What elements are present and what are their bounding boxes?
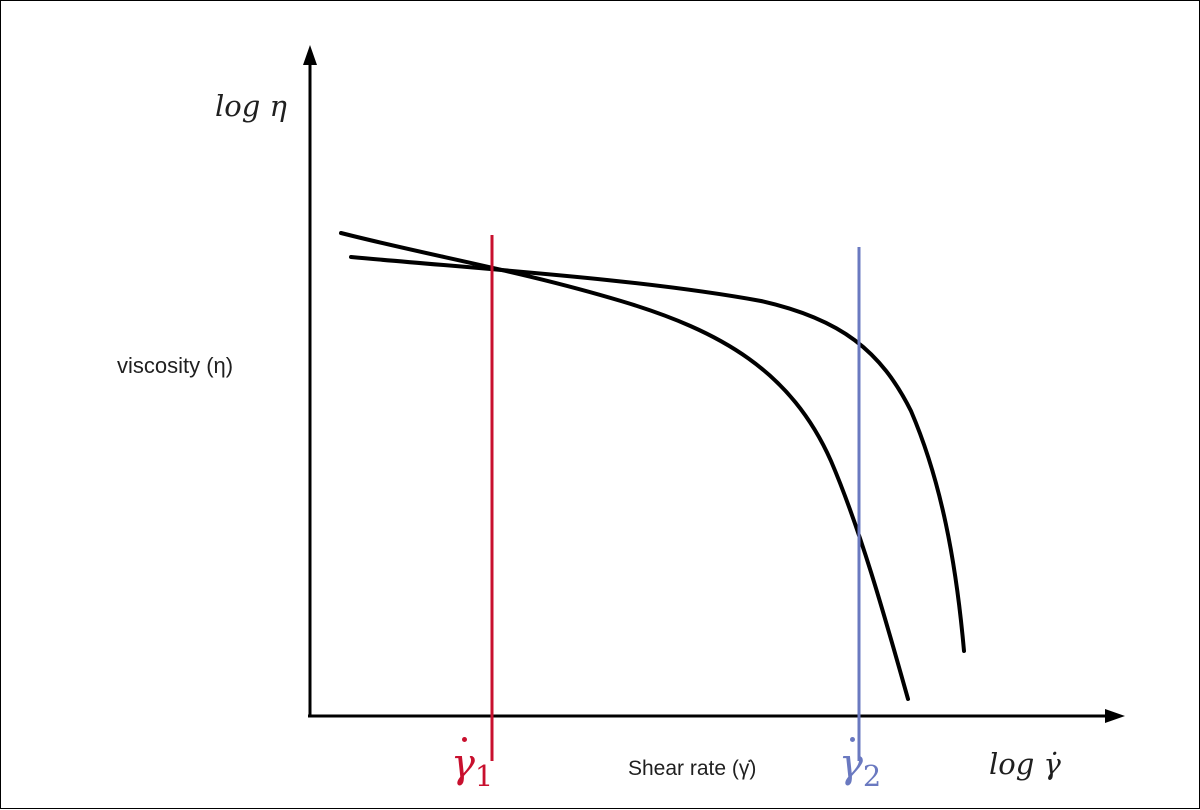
gamma1-symbol: γ: [451, 741, 475, 787]
x-axis-side-label: Shear rate (γ̇): [628, 757, 757, 780]
gamma2-subscript: 2: [862, 759, 882, 794]
y-axis-arrowhead: [303, 45, 317, 65]
gamma1-subscript: 1: [474, 759, 494, 794]
curve-a: [339, 231, 910, 701]
curve-b: [349, 255, 966, 653]
y-axis-side-label: viscosity (η): [117, 353, 234, 378]
x-axis-label: log γ̇: [989, 747, 1061, 781]
gamma2-symbol: γ: [839, 741, 863, 787]
marker-label-gamma1: γ1: [451, 741, 493, 793]
x-axis-arrowhead: [1105, 709, 1125, 723]
marker-label-gamma2: γ2: [839, 741, 881, 793]
y-axis-label: log η: [215, 89, 287, 123]
